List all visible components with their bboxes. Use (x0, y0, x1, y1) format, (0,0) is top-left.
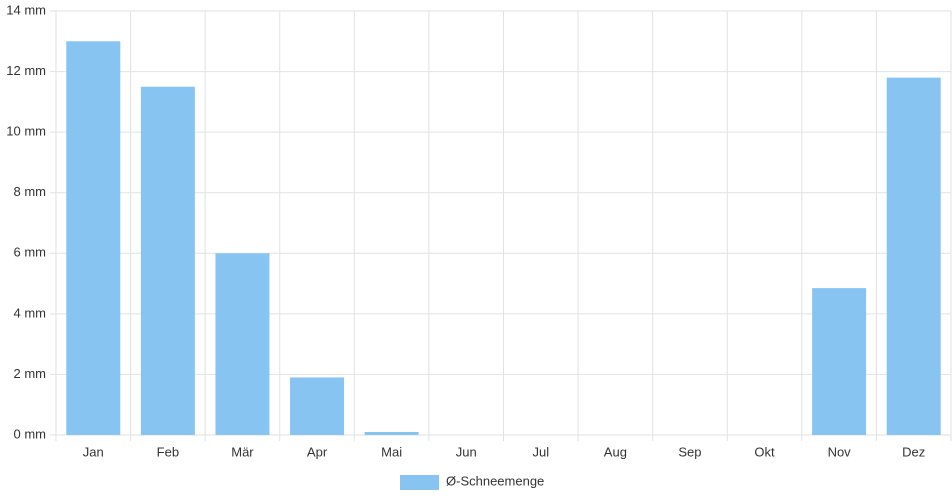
x-tick-label: Feb (157, 444, 179, 459)
bar (290, 377, 345, 435)
y-tick-label: 4 mm (14, 305, 47, 320)
y-tick-label: 12 mm (6, 63, 46, 78)
y-tick-label: 6 mm (14, 245, 47, 260)
bar (215, 253, 270, 435)
y-tick-label: 0 mm (14, 426, 47, 441)
bar (66, 41, 121, 436)
x-tick-label: Dez (902, 444, 925, 459)
y-tick-label: 2 mm (14, 366, 47, 381)
y-tick-label: 10 mm (6, 124, 46, 139)
x-tick-label: Sep (678, 444, 701, 459)
x-tick-label: Okt (754, 444, 775, 459)
y-tick-label: 14 mm (6, 2, 46, 17)
x-tick-label: Jun (456, 444, 477, 459)
x-tick-label: Aug (604, 444, 627, 459)
bar (364, 431, 419, 435)
bar (812, 288, 867, 435)
x-tick-label: Mai (381, 444, 402, 459)
x-tick-label: Nov (828, 444, 852, 459)
legend-swatch (400, 475, 439, 490)
x-tick-label: Mär (231, 444, 254, 459)
x-tick-label: Jul (532, 444, 549, 459)
bar (886, 77, 941, 435)
legend-label: Ø-Schneemenge (446, 473, 544, 488)
x-tick-label: Apr (307, 444, 328, 459)
x-tick-label: Jan (83, 444, 104, 459)
y-tick-label: 8 mm (14, 184, 47, 199)
bar (140, 86, 195, 435)
